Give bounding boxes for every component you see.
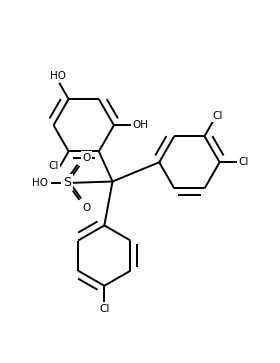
- Text: HO: HO: [32, 178, 48, 188]
- Text: O: O: [82, 152, 91, 163]
- Text: Cl: Cl: [49, 161, 59, 171]
- Text: Cl: Cl: [99, 303, 109, 314]
- Text: O: O: [82, 203, 91, 213]
- Text: Cl: Cl: [238, 157, 249, 167]
- Text: S: S: [63, 176, 71, 189]
- Text: Cl: Cl: [213, 110, 223, 121]
- Text: OH: OH: [133, 120, 149, 130]
- Text: HO: HO: [50, 71, 66, 81]
